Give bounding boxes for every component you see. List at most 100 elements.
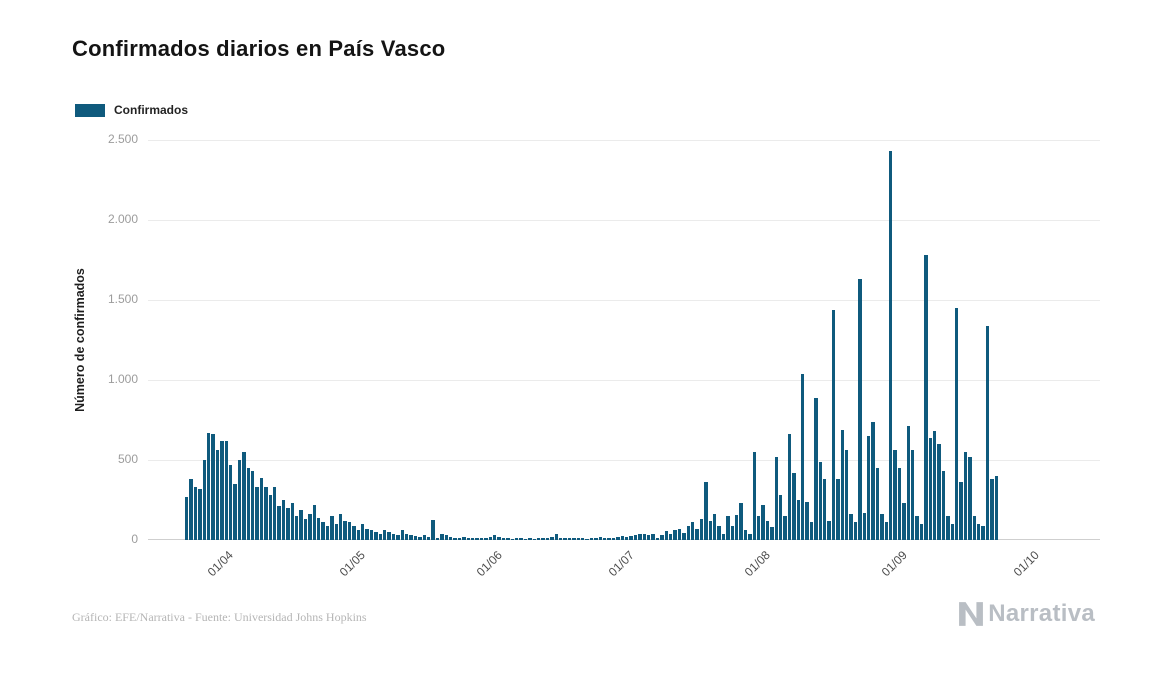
bar (638, 533, 642, 540)
bar (928, 437, 932, 540)
gridline (148, 220, 1100, 221)
bar (827, 520, 831, 540)
bar (295, 516, 299, 540)
bar (413, 536, 418, 540)
bar (761, 504, 765, 540)
bar (229, 464, 233, 540)
bar (915, 516, 919, 540)
bar (814, 397, 818, 540)
bar (919, 524, 924, 540)
bar (545, 538, 550, 540)
bar (501, 537, 506, 540)
bar (339, 514, 343, 540)
bar (493, 535, 497, 540)
bar (937, 444, 941, 540)
bar (946, 516, 950, 540)
bar (809, 522, 814, 540)
bar (581, 538, 585, 540)
brand-name: Narrativa (988, 600, 1095, 627)
bar (211, 434, 215, 540)
bar (735, 515, 739, 540)
bar (277, 506, 281, 540)
bar (801, 373, 805, 540)
bar (642, 534, 646, 540)
bar (576, 537, 580, 540)
bar (774, 456, 778, 540)
bar (220, 440, 224, 540)
bar (933, 431, 937, 540)
legend-label: Confirmados (114, 103, 189, 117)
bar (405, 533, 409, 540)
bar (805, 501, 809, 540)
bar (796, 500, 800, 540)
gridline (148, 140, 1100, 141)
bar (321, 522, 325, 540)
bar (985, 325, 990, 540)
bar (422, 535, 426, 540)
bar (273, 487, 277, 540)
chart-title: Confirmados diarios en País Vasco (72, 36, 446, 61)
bar (453, 537, 457, 540)
bar (374, 532, 378, 540)
bar (981, 525, 985, 540)
bar (537, 538, 541, 540)
bar (633, 535, 638, 540)
bar (462, 536, 466, 540)
gridline (148, 539, 1100, 540)
bar (792, 472, 796, 540)
bar (554, 534, 558, 540)
bar (906, 426, 910, 540)
bar (660, 535, 664, 540)
bar (317, 517, 321, 540)
bar (589, 537, 594, 540)
bar (215, 450, 220, 540)
bar (559, 537, 563, 540)
bar (655, 537, 660, 540)
bar (950, 524, 954, 540)
bar (713, 514, 717, 540)
bar (862, 512, 866, 540)
bar (611, 537, 616, 540)
bar (607, 538, 611, 540)
bar (818, 461, 822, 540)
bar (765, 520, 770, 540)
bar (669, 533, 673, 540)
bar (572, 538, 576, 540)
bar (563, 538, 567, 540)
bar (290, 503, 294, 540)
bar (281, 500, 286, 540)
bar (264, 487, 268, 540)
gridline (148, 380, 1100, 381)
bar (748, 533, 752, 540)
bar (233, 484, 237, 540)
brand-logo: Narrativa (958, 600, 1095, 628)
bar (783, 516, 787, 540)
bar (686, 525, 690, 540)
bar (620, 536, 624, 540)
bar (237, 460, 242, 540)
bar (717, 525, 721, 540)
bar (867, 436, 871, 540)
bar (858, 279, 862, 540)
y-tick-label: 2.500 (107, 132, 138, 146)
bar (308, 514, 312, 540)
bar (853, 522, 858, 540)
bar (682, 532, 686, 540)
legend: Confirmados (75, 103, 188, 117)
bar (941, 471, 946, 540)
bar (431, 520, 435, 540)
bar (418, 536, 422, 540)
bar (629, 536, 633, 540)
narrativa-n-icon (959, 602, 984, 626)
bar (911, 450, 915, 540)
bar (677, 528, 682, 540)
bar (466, 537, 470, 540)
bar (356, 530, 360, 540)
bar (598, 536, 602, 540)
bar (884, 522, 888, 540)
bar (255, 487, 259, 540)
bar (343, 520, 347, 540)
bar (185, 496, 189, 540)
y-tick-label: 1.000 (107, 372, 138, 386)
bar (325, 525, 330, 540)
